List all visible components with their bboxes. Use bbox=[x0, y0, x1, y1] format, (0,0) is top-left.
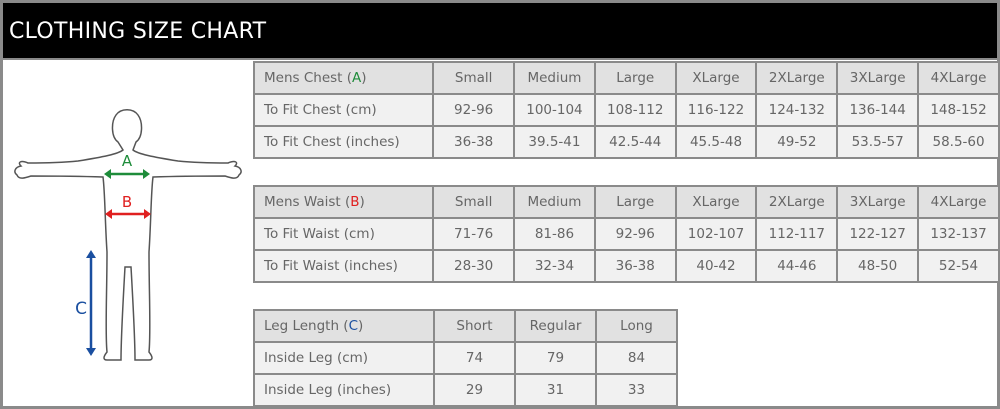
size-value: 45.5-48 bbox=[674, 125, 758, 159]
row-label: Inside Leg (cm) bbox=[253, 341, 435, 375]
table-row: To Fit Chest (cm) 92-96 100-104 108-112 116-… bbox=[252, 93, 1000, 127]
size-header: XLarge bbox=[674, 61, 758, 95]
label-b: B bbox=[122, 193, 132, 211]
size-value: 84 bbox=[595, 341, 678, 375]
size-value: 132-137 bbox=[917, 217, 1000, 251]
table-row: To Fit Chest (inches) 36-38 39.5-41 42.5-44… bbox=[252, 125, 1000, 159]
size-header: Medium bbox=[513, 61, 596, 95]
size-header: Short bbox=[433, 309, 516, 343]
waist-table: Mens Waist (B) Small Medium Large XLarge 2XLa… bbox=[252, 185, 1000, 283]
label-a: A bbox=[122, 152, 133, 170]
size-value: 122-127 bbox=[836, 217, 920, 251]
size-value: 124-132 bbox=[755, 93, 839, 127]
table-row: To Fit Waist (cm) 71-76 81-86 92-96 102-107 1… bbox=[252, 217, 1000, 251]
size-value: 100-104 bbox=[513, 93, 596, 127]
header-row: Leg Length (C) Short Regular Long bbox=[253, 309, 678, 343]
table-row: To Fit Waist (inches) 28-30 32-34 36-38 40-4… bbox=[252, 249, 1000, 283]
header-row: Mens Chest (A) Small Medium Large XLarge 2XLa… bbox=[252, 61, 1000, 95]
header-row: Mens Waist (B) Small Medium Large XLarge 2XLa… bbox=[252, 185, 1000, 219]
size-value: 29 bbox=[433, 373, 516, 407]
size-header: 3XLarge bbox=[836, 185, 920, 219]
size-header: Regular bbox=[514, 309, 597, 343]
size-header: Large bbox=[593, 185, 677, 219]
size-header: Small bbox=[432, 185, 516, 219]
size-value: 36-38 bbox=[593, 249, 677, 283]
row-label: To Fit Chest (cm) bbox=[252, 93, 435, 127]
table-row: Inside Leg (cm) 74 79 84 bbox=[253, 341, 678, 375]
size-value: 79 bbox=[514, 341, 597, 375]
size-value: 42.5-44 bbox=[593, 125, 677, 159]
size-value: 44-46 bbox=[755, 249, 839, 283]
size-header: 2XLarge bbox=[755, 61, 839, 95]
size-header: 2XLarge bbox=[755, 185, 839, 219]
measurement-letter: A bbox=[352, 70, 362, 86]
label-c: C bbox=[75, 299, 87, 319]
size-header: 4XLarge bbox=[917, 61, 1000, 95]
size-value: 52-54 bbox=[917, 249, 1000, 283]
size-value: 102-107 bbox=[674, 217, 758, 251]
section-title: Mens Waist (B) bbox=[252, 185, 435, 219]
size-value: 40-42 bbox=[674, 249, 758, 283]
row-label: To Fit Waist (inches) bbox=[252, 249, 435, 283]
size-value: 31 bbox=[514, 373, 597, 407]
table-row: Inside Leg (inches) 29 31 33 bbox=[253, 373, 678, 407]
size-value: 74 bbox=[433, 341, 516, 375]
size-value: 53.5-57 bbox=[836, 125, 920, 159]
size-header: Large bbox=[593, 61, 677, 95]
size-header: Medium bbox=[513, 185, 596, 219]
row-label: Inside Leg (inches) bbox=[253, 373, 435, 407]
size-value: 92-96 bbox=[593, 217, 677, 251]
size-value: 92-96 bbox=[432, 93, 516, 127]
size-value: 136-144 bbox=[836, 93, 920, 127]
size-value: 71-76 bbox=[432, 217, 516, 251]
measurement-letter: C bbox=[348, 318, 359, 334]
size-header: 3XLarge bbox=[836, 61, 920, 95]
body-outline bbox=[14, 109, 242, 361]
row-label: To Fit Waist (cm) bbox=[252, 217, 435, 251]
page-title: CLOTHING SIZE CHART bbox=[9, 19, 267, 44]
leg-table: Leg Length (C) Short Regular Long Inside Leg… bbox=[253, 309, 678, 407]
size-value: 33 bbox=[595, 373, 678, 407]
size-value: 28-30 bbox=[432, 249, 516, 283]
size-value: 36-38 bbox=[432, 125, 516, 159]
size-value: 48-50 bbox=[836, 249, 920, 283]
size-header: 4XLarge bbox=[917, 185, 1000, 219]
chest-table: Mens Chest (A) Small Medium Large XLarge 2XLa… bbox=[252, 61, 1000, 159]
size-value: 116-122 bbox=[674, 93, 758, 127]
body-measurement-figure: A B C bbox=[14, 109, 242, 361]
measurement-letter: B bbox=[350, 194, 360, 210]
size-value: 112-117 bbox=[755, 217, 839, 251]
size-value: 39.5-41 bbox=[513, 125, 596, 159]
size-value: 148-152 bbox=[917, 93, 1000, 127]
size-value: 108-112 bbox=[593, 93, 677, 127]
size-value: 81-86 bbox=[513, 217, 596, 251]
size-header: Long bbox=[595, 309, 678, 343]
size-header: Small bbox=[432, 61, 516, 95]
row-label: To Fit Chest (inches) bbox=[252, 125, 435, 159]
header-bar: CLOTHING SIZE CHART bbox=[3, 3, 997, 60]
size-value: 32-34 bbox=[513, 249, 596, 283]
size-value: 49-52 bbox=[755, 125, 839, 159]
size-value: 58.5-60 bbox=[917, 125, 1000, 159]
section-title: Mens Chest (A) bbox=[252, 61, 435, 95]
size-header: XLarge bbox=[674, 185, 758, 219]
section-title: Leg Length (C) bbox=[253, 309, 435, 343]
